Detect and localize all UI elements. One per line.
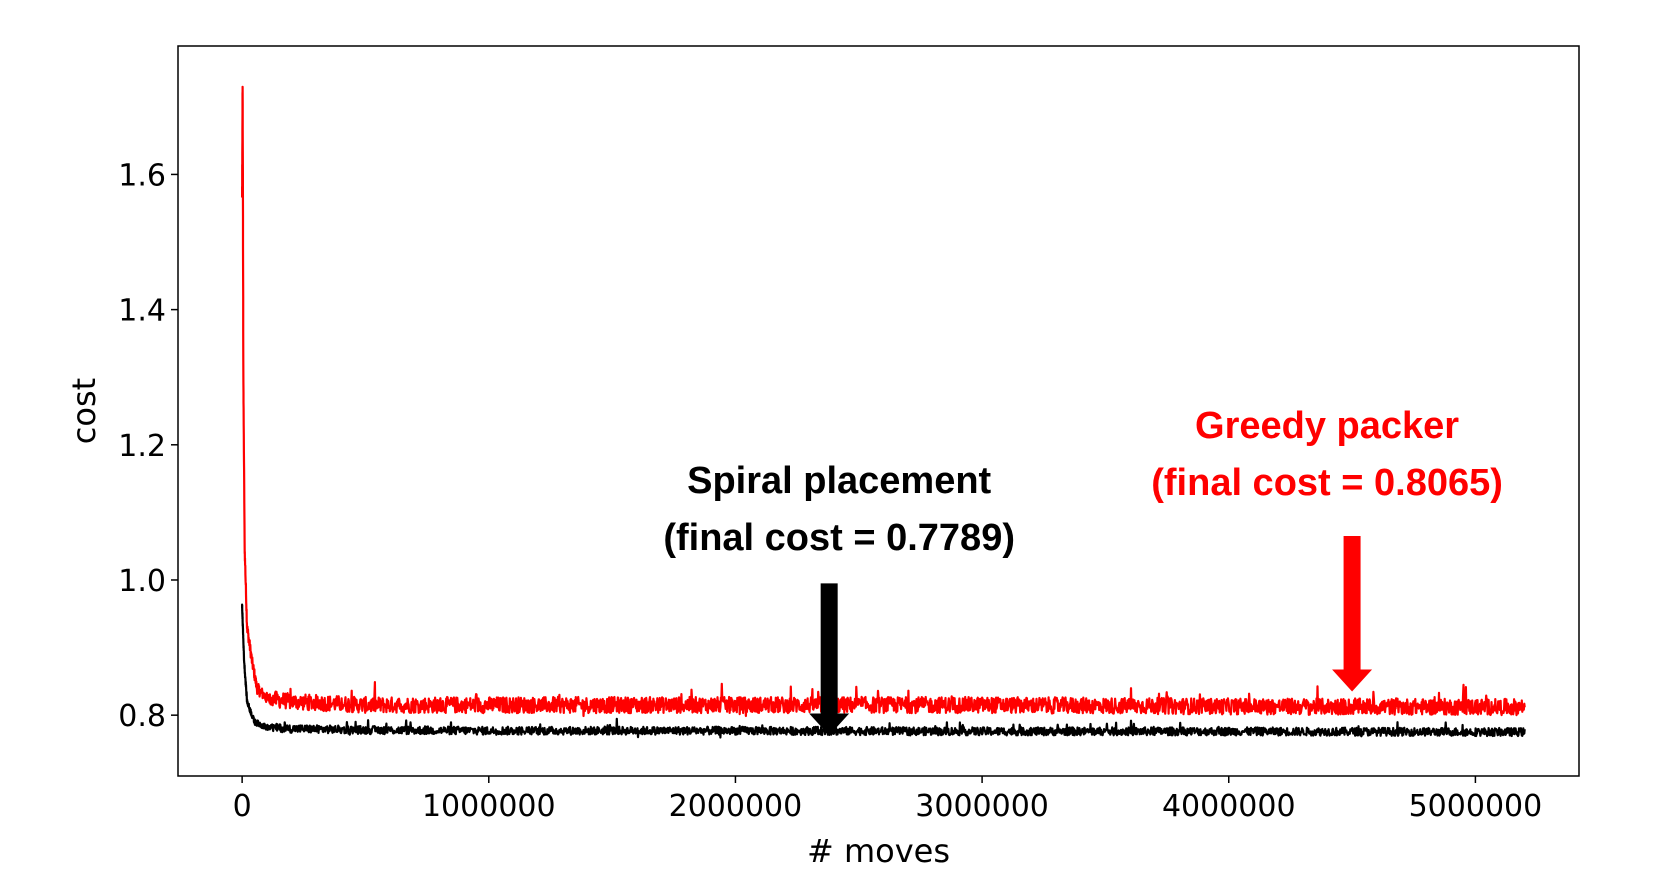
y-axis-label: cost (65, 378, 103, 444)
series-line-red (241, 85, 1526, 718)
x-tick-label: 0 (233, 789, 252, 824)
y-tick-label: 1.6 (118, 158, 166, 193)
greedy-arrow (1332, 536, 1373, 692)
x-tick-label: 2000000 (669, 789, 803, 824)
x-tick-label: 4000000 (1162, 789, 1296, 824)
x-axis-label: # moves (807, 832, 950, 870)
x-tick-label: 1000000 (422, 789, 556, 824)
spiral-label: Spiral placement (687, 460, 991, 502)
plot-area-frame (177, 45, 1580, 777)
y-tick-label: 1.2 (118, 429, 166, 464)
axis-ticks: 0 1000000 2000000 3000000 4000000 5000000 0.8 1… (118, 158, 1542, 824)
spiral-final-cost: (final cost = 0.7789) (663, 517, 1015, 559)
y-tick-label: 1.4 (118, 294, 166, 329)
x-tick-label: 3000000 (915, 789, 1049, 824)
series-layer (241, 85, 1526, 739)
y-tick-label: 0.8 (118, 699, 166, 734)
greedy-label: Greedy packer (1195, 405, 1459, 447)
x-tick-label: 5000000 (1409, 789, 1543, 824)
annotations-layer: Spiral placement (final cost = 0.7789) Gre… (663, 405, 1503, 736)
greedy-final-cost: (final cost = 0.8065) (1151, 462, 1503, 504)
y-tick-label: 1.0 (118, 564, 166, 599)
series-line-black (241, 603, 1526, 739)
spiral-arrow (809, 583, 850, 736)
